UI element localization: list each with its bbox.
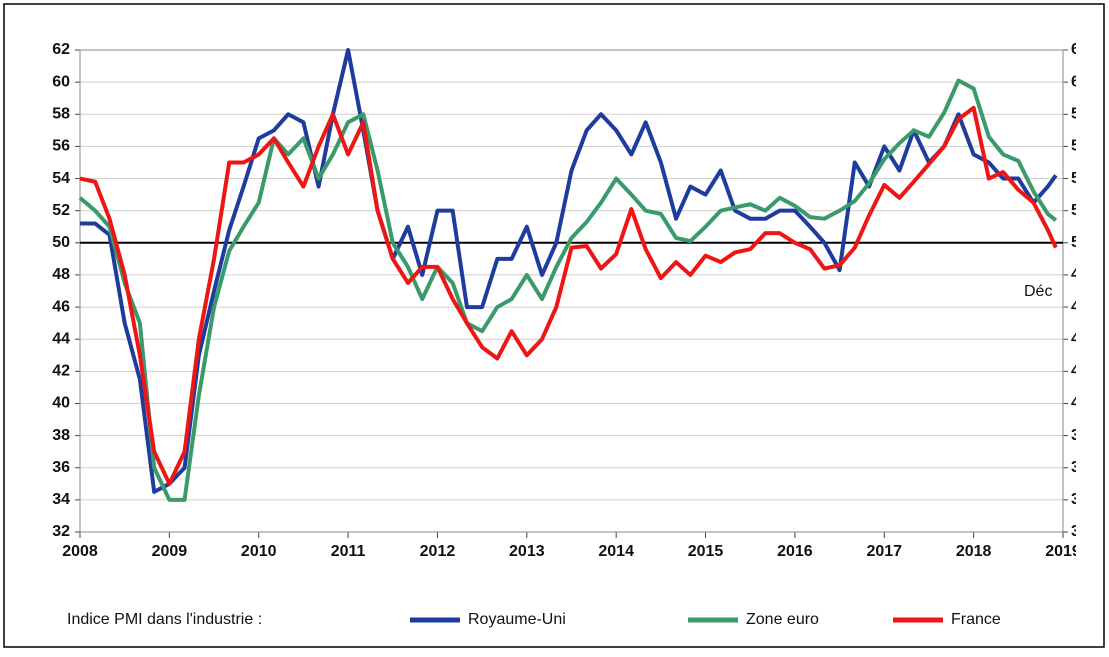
series-line bbox=[78, 78, 1058, 502]
y-tick-label: 58 bbox=[52, 105, 70, 122]
y-tick-label: 62 bbox=[52, 41, 70, 58]
y2-tick-label: 34 bbox=[1071, 491, 1089, 508]
y-tick-label: 40 bbox=[52, 395, 70, 412]
x-tick-label: 2012 bbox=[420, 543, 456, 560]
x-tick-label: 2018 bbox=[956, 543, 992, 560]
y2-tick-label: 36 bbox=[1071, 459, 1089, 476]
y2-tick-label: 38 bbox=[1071, 427, 1089, 444]
legend-label: France bbox=[951, 611, 1001, 628]
series-line bbox=[79, 105, 1058, 486]
x-tick-label: 2019 bbox=[1045, 543, 1081, 560]
y-tick-label: 54 bbox=[52, 170, 70, 187]
y-tick-label: 56 bbox=[52, 138, 70, 155]
series-line bbox=[80, 48, 1058, 494]
legend-label: Zone euro bbox=[746, 611, 819, 628]
legend-title: Indice PMI dans l'industrie : bbox=[67, 611, 262, 628]
y2-tick-label: 52 bbox=[1071, 202, 1089, 219]
plot-frame bbox=[79, 49, 1064, 533]
x-tick-label: 2017 bbox=[866, 543, 902, 560]
y-tick-label: 44 bbox=[52, 330, 70, 347]
legend-label: Royaume-Uni bbox=[468, 611, 566, 628]
y-tick-label: 52 bbox=[52, 202, 70, 219]
y2-tick-label: 56 bbox=[1071, 138, 1089, 155]
x-tick-label: 2015 bbox=[688, 543, 724, 560]
y2-tick-label: 62 bbox=[1071, 41, 1089, 58]
y2-tick-label: 40 bbox=[1071, 395, 1089, 412]
x-tick-label: 2013 bbox=[509, 543, 545, 560]
frame bbox=[3, 3, 1105, 648]
y2-tick-label: 32 bbox=[1071, 523, 1089, 540]
x-tick-label: 2011 bbox=[331, 543, 366, 560]
x-tick-label: 2009 bbox=[152, 543, 188, 560]
y2-tick-label: 50 bbox=[1071, 234, 1089, 251]
y-tick-label: 60 bbox=[52, 73, 70, 90]
y2-tick-label: 44 bbox=[1071, 330, 1089, 347]
y-tick-label: 50 bbox=[52, 234, 70, 251]
y-tick-label: 38 bbox=[52, 427, 70, 444]
y-tick-label: 34 bbox=[52, 491, 70, 508]
y2-tick-label: 54 bbox=[1071, 170, 1089, 187]
x-tick-label: 2008 bbox=[62, 543, 98, 560]
x-tick-label: 2014 bbox=[598, 543, 634, 560]
y2-tick-label: 46 bbox=[1071, 298, 1089, 315]
y2-tick-label: 60 bbox=[1071, 73, 1089, 90]
x-tick-label: 2010 bbox=[241, 543, 277, 560]
x-tick-label: 2016 bbox=[777, 543, 813, 560]
y-tick-label: 32 bbox=[52, 523, 70, 540]
y-tick-label: 42 bbox=[52, 363, 70, 380]
y2-tick-label: 42 bbox=[1071, 363, 1089, 380]
y-tick-label: 36 bbox=[52, 459, 70, 476]
y2-tick-label: 48 bbox=[1071, 266, 1089, 283]
y-tick-label: 46 bbox=[52, 298, 70, 315]
y-tick-label: 48 bbox=[52, 266, 70, 283]
y2-tick-label: 58 bbox=[1071, 105, 1089, 122]
annotation: Déc bbox=[1024, 283, 1052, 300]
